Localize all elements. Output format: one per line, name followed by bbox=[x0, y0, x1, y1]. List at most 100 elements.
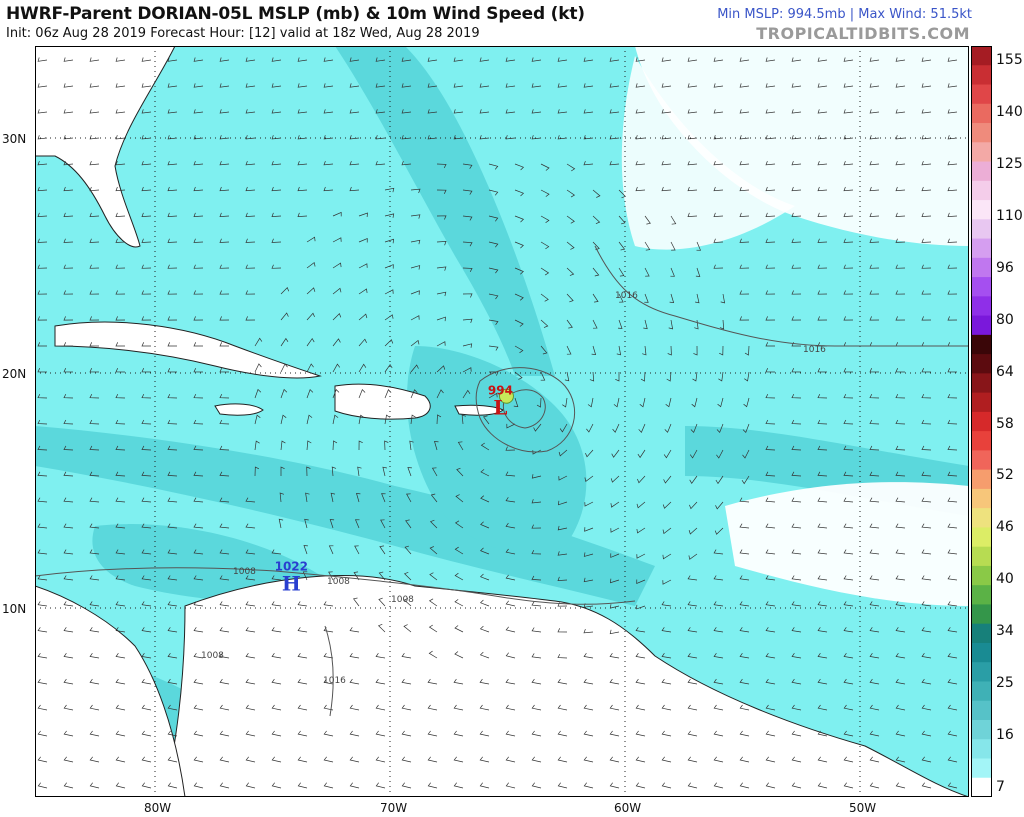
wind-barb bbox=[739, 730, 750, 737]
wind-barb bbox=[533, 423, 542, 432]
wind-barb bbox=[375, 756, 386, 763]
wind-barb bbox=[297, 704, 308, 711]
wind-barb bbox=[531, 575, 542, 581]
wind-barb bbox=[115, 290, 126, 295]
isobar-storm-2 bbox=[475, 367, 576, 453]
wind-barb bbox=[375, 160, 386, 166]
wind-barb bbox=[381, 493, 386, 503]
wind-barb bbox=[688, 527, 698, 535]
wind-barb bbox=[167, 575, 178, 581]
wind-barb bbox=[765, 652, 776, 659]
wind-band-north bbox=[335, 46, 555, 376]
wind-barb bbox=[141, 290, 152, 295]
wind-barb bbox=[695, 267, 701, 277]
wind-barb bbox=[37, 368, 48, 373]
wind-barb bbox=[583, 577, 594, 583]
wind-barb bbox=[219, 601, 230, 607]
wind-barb bbox=[661, 678, 672, 685]
wind-barb bbox=[428, 598, 438, 607]
wind-barb bbox=[765, 549, 776, 555]
wind-barb bbox=[193, 652, 204, 659]
wind-barb bbox=[488, 267, 499, 274]
wind-barb bbox=[63, 368, 74, 373]
wind-barb bbox=[193, 601, 204, 607]
wind-barb bbox=[791, 601, 802, 607]
colorbar-swatch bbox=[971, 123, 992, 143]
wind-barb bbox=[713, 627, 724, 633]
wind-barb bbox=[947, 549, 958, 555]
wind-barb bbox=[743, 397, 750, 408]
wind-barb bbox=[63, 756, 74, 763]
wind-barb bbox=[384, 238, 395, 244]
wind-barb bbox=[843, 393, 854, 399]
wind-barb bbox=[488, 215, 499, 222]
colorbar-swatch bbox=[971, 84, 992, 105]
wind-barb bbox=[403, 571, 412, 581]
wind-barb bbox=[254, 363, 262, 373]
wind-barb bbox=[167, 160, 178, 166]
wind-barb bbox=[505, 109, 516, 114]
wind-barb bbox=[895, 419, 906, 425]
wind-barb bbox=[664, 423, 672, 433]
wind-barb bbox=[63, 342, 73, 347]
wind-barb bbox=[713, 678, 724, 685]
wind-barb bbox=[141, 368, 152, 373]
wind-barb bbox=[63, 419, 74, 425]
wind-barb bbox=[219, 135, 230, 140]
wind-barb bbox=[644, 241, 651, 251]
wind-barb bbox=[713, 782, 724, 789]
wind-barb bbox=[89, 523, 100, 529]
wind-barb bbox=[167, 290, 178, 295]
wind-barb bbox=[349, 678, 360, 685]
wind-barb bbox=[947, 160, 958, 166]
wind-barb bbox=[63, 186, 74, 192]
wind-barb bbox=[384, 187, 395, 193]
wind-barb bbox=[531, 135, 542, 140]
wind-barb bbox=[479, 782, 490, 789]
wind-barb bbox=[37, 109, 48, 114]
wind-barb bbox=[583, 730, 594, 737]
wind-barb bbox=[453, 135, 464, 140]
wind-barb bbox=[765, 238, 776, 243]
wind-barb bbox=[219, 109, 230, 114]
wind-barb bbox=[869, 316, 880, 321]
wind-barb bbox=[791, 212, 802, 217]
wind-barb bbox=[691, 397, 698, 408]
wind-barb bbox=[436, 266, 447, 271]
wind-barb bbox=[462, 267, 473, 273]
lat-label-20n: 20N bbox=[2, 367, 27, 381]
wind-barb bbox=[687, 575, 698, 581]
wind-barb bbox=[610, 501, 620, 508]
wind-barb bbox=[843, 471, 854, 477]
wind-barb bbox=[280, 414, 287, 425]
wind-barb bbox=[540, 319, 549, 328]
wind-barb bbox=[817, 575, 828, 581]
wind-barb bbox=[141, 109, 152, 114]
wind-barb bbox=[354, 545, 360, 555]
wind-barb bbox=[717, 397, 724, 408]
wind-barb bbox=[428, 650, 438, 659]
wind-barb bbox=[843, 549, 854, 555]
wind-barb bbox=[843, 627, 854, 633]
wind-barb bbox=[566, 215, 575, 224]
colorbar-swatch bbox=[971, 315, 992, 336]
wind-barb bbox=[271, 186, 282, 192]
wind-barb bbox=[715, 475, 724, 485]
wind-barb bbox=[557, 756, 568, 763]
wind-barb bbox=[635, 704, 646, 711]
wind-barb bbox=[589, 371, 595, 382]
wind-speed-colorbar bbox=[971, 46, 992, 798]
wind-barb bbox=[610, 553, 620, 558]
wind-barb bbox=[167, 368, 178, 373]
wind-barb bbox=[584, 501, 594, 507]
wind-barb bbox=[428, 624, 438, 633]
wind-barb bbox=[540, 371, 546, 381]
wind-barb bbox=[306, 236, 316, 243]
wind-barb bbox=[765, 627, 776, 633]
wind-barb bbox=[791, 264, 802, 269]
wind-barb bbox=[271, 109, 282, 114]
wind-barb bbox=[89, 419, 100, 425]
wind-barb bbox=[141, 652, 152, 659]
colorbar-swatch bbox=[971, 257, 992, 278]
wind-barb bbox=[562, 397, 568, 408]
